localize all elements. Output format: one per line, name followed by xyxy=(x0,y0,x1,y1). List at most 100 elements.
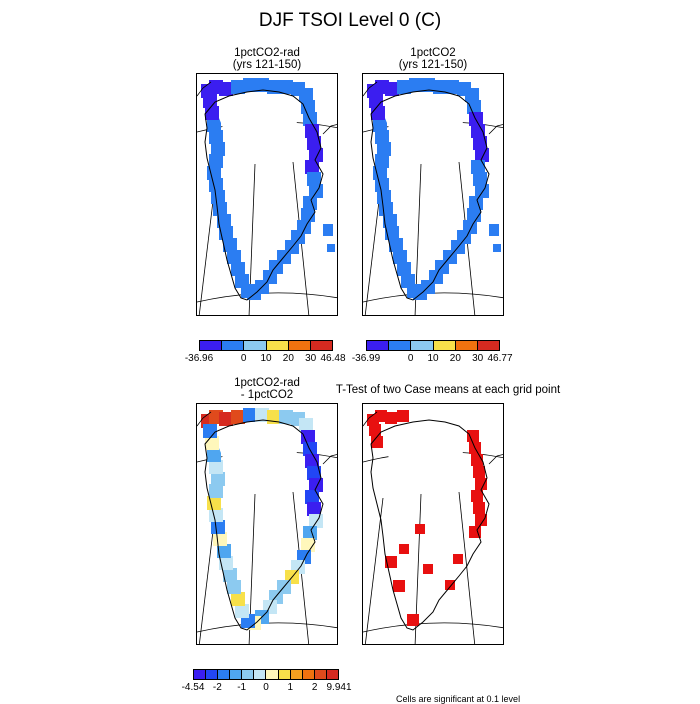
map-panel-3 xyxy=(196,403,338,645)
grid-cell xyxy=(401,274,415,288)
cb1-swatch xyxy=(222,341,245,350)
grid-cell xyxy=(309,514,323,528)
cb3-swatch xyxy=(326,670,338,679)
grid-cell xyxy=(473,136,487,150)
grid-cell xyxy=(473,172,487,186)
grid-cell xyxy=(475,148,489,162)
grid-cell xyxy=(377,142,391,156)
grid-cell xyxy=(307,466,321,480)
cb2-swatch xyxy=(411,341,434,350)
cb2-swatch xyxy=(389,341,412,350)
colorbar-2 xyxy=(366,340,500,351)
significant-cell xyxy=(393,580,405,592)
grid-cell xyxy=(255,78,269,92)
grid-cell xyxy=(301,538,315,552)
grid-cell xyxy=(303,196,317,210)
ice-sheet-interior xyxy=(219,434,297,470)
grid-cell xyxy=(231,262,245,276)
grid-cell xyxy=(397,80,411,94)
grid-cell xyxy=(227,580,241,594)
grid-cell xyxy=(305,124,319,138)
grid-cell xyxy=(475,184,489,198)
cb2-swatch xyxy=(433,341,456,350)
grid-cell xyxy=(205,106,219,120)
panel-1-title-line1: 1pctCO2-rad xyxy=(234,47,300,59)
grid-cell xyxy=(231,410,245,424)
ice-sheet-interior xyxy=(385,104,463,140)
significant-cell xyxy=(397,410,409,422)
significance-footnote: Cells are significant at 0.1 level xyxy=(396,694,521,704)
cb3-swatch xyxy=(242,670,255,679)
significant-cell xyxy=(399,544,409,554)
grid-cell xyxy=(303,526,317,540)
grid-cell xyxy=(371,106,385,120)
grid-cell xyxy=(235,604,249,618)
grid-cell xyxy=(383,214,397,228)
grid-cell xyxy=(299,418,313,432)
colorbar-3 xyxy=(193,669,339,680)
cb2-tick-label: 20 xyxy=(449,353,461,364)
significant-cell xyxy=(423,564,433,574)
grid-cell xyxy=(213,532,227,546)
significant-cell xyxy=(473,466,485,478)
significant-cell xyxy=(385,412,397,424)
grid-cell xyxy=(203,424,217,438)
cb3-swatch xyxy=(254,670,267,679)
significant-cell xyxy=(445,580,455,590)
grid-cell xyxy=(209,460,223,474)
panel-1-title: 1pctCO2-rad (yrs 121-150) xyxy=(196,47,338,71)
grid-cell xyxy=(379,202,393,216)
coastline xyxy=(488,124,503,135)
grid-cell xyxy=(375,154,389,168)
cb3-swatch xyxy=(266,670,279,679)
significant-cell xyxy=(471,454,483,466)
grid-cell xyxy=(305,490,319,504)
coastline xyxy=(197,411,212,427)
grid-cell xyxy=(421,78,435,92)
colorbar-1 xyxy=(199,340,333,351)
cb3-swatch xyxy=(278,670,291,679)
grid-cell xyxy=(211,142,225,156)
map-panel-2 xyxy=(362,73,504,316)
grid-cell xyxy=(209,130,223,144)
grid-cell xyxy=(207,118,221,132)
grid-cell xyxy=(207,496,221,510)
grid-cell xyxy=(243,78,257,92)
panel-3-title-line2: - 1pctCO2 xyxy=(240,389,294,401)
grid-cell xyxy=(227,250,241,264)
grid-cell xyxy=(309,184,323,198)
grid-cell xyxy=(467,100,481,114)
coastline xyxy=(197,81,212,97)
grid-cell xyxy=(243,408,257,422)
grid-cell xyxy=(209,154,223,168)
grid-cell xyxy=(489,224,499,236)
grid-cell xyxy=(389,238,403,252)
grid-cell xyxy=(471,124,485,138)
grid-cell xyxy=(211,472,225,486)
significant-cell xyxy=(369,424,381,436)
grid-cell xyxy=(375,178,389,192)
grid-cell xyxy=(209,484,223,498)
coastline xyxy=(322,454,337,465)
cb1-swatch xyxy=(244,341,267,350)
grid-cell xyxy=(307,136,321,150)
grid-cell xyxy=(219,412,233,426)
grid-cell xyxy=(301,100,315,114)
latitude-line xyxy=(363,622,503,633)
ice-sheet-interior xyxy=(385,434,463,470)
grid-cell xyxy=(369,94,383,108)
cb3-tick-label: -2 xyxy=(212,682,222,693)
grid-cell xyxy=(209,178,223,192)
cb2-tick-label: -36.99 xyxy=(351,353,381,364)
grid-cell xyxy=(207,448,221,462)
grid-cell xyxy=(203,94,217,108)
cb1-tick-label: 0 xyxy=(240,353,247,364)
grid-cell xyxy=(213,202,227,216)
grid-cell xyxy=(231,592,245,606)
grid-cell xyxy=(211,190,225,204)
map-svg xyxy=(197,78,337,315)
grid-cell xyxy=(305,160,319,174)
panel-1-title-line2: (yrs 121-150) xyxy=(232,59,302,71)
map-panel-1 xyxy=(196,73,338,316)
panel-2-title-line2: (yrs 121-150) xyxy=(398,59,468,71)
